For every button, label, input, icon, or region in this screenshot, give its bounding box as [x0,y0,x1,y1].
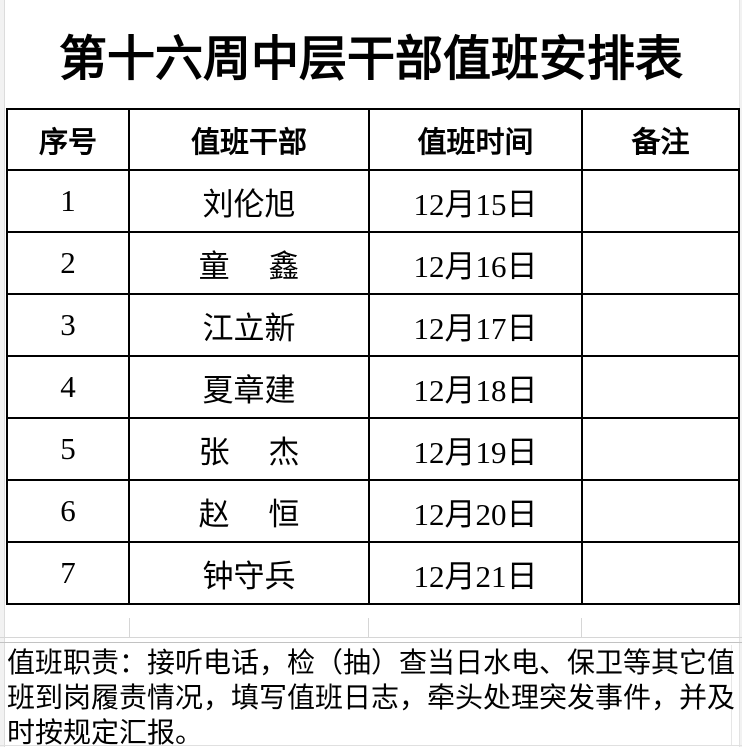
cell-date: 12月21日 [368,541,583,605]
cell-remark [581,479,740,543]
cell-no: 7 [6,541,130,605]
cell-date: 12月20日 [368,479,583,543]
table-row: 6 赵 恒 12月20日 [6,479,740,543]
cell-no: 4 [6,355,130,419]
cell-name: 童 鑫 [128,231,370,295]
cell-remark [581,293,740,357]
cell-remark [581,541,740,605]
table-row: 4 夏章建 12月18日 [6,355,740,419]
table-row: 2 童 鑫 12月16日 [6,231,740,295]
col-header-remark: 备注 [581,108,740,171]
cell-name: 江立新 [128,293,370,357]
cell-date: 12月19日 [368,417,583,481]
col-header-time: 值班时间 [368,108,583,171]
cell-no: 6 [6,479,130,543]
cell-no: 2 [6,231,130,295]
sheet-gridline [0,745,742,746]
table-row: 1 刘伦旭 12月15日 [6,169,740,233]
sheet-gridline [129,618,130,637]
cell-date: 12月18日 [368,355,583,419]
sheet-left-margin [0,0,5,747]
cell-date: 12月15日 [368,169,583,233]
col-header-name: 值班干部 [128,108,370,171]
cell-name: 张 杰 [128,417,370,481]
cell-remark [581,355,740,419]
sheet-gridline [581,618,582,637]
table-row: 7 钟守兵 12月21日 [6,541,740,605]
cell-no: 1 [6,169,130,233]
cell-name: 刘伦旭 [128,169,370,233]
cell-date: 12月16日 [368,231,583,295]
duty-roster-table: 序号 值班干部 值班时间 备注 1 刘伦旭 12月15日 2 童 鑫 12月16… [6,108,740,605]
cell-remark [581,417,740,481]
cell-remark [581,169,740,233]
sheet-gridline [0,637,742,638]
table-header-row: 序号 值班干部 值班时间 备注 [6,108,740,171]
page-title: 第十六周中层干部值班安排表 [58,32,683,86]
cell-no: 3 [6,293,130,357]
cell-name: 夏章建 [128,355,370,419]
table-row: 5 张 杰 12月19日 [6,417,740,481]
cell-no: 5 [6,417,130,481]
sheet-gridline [368,618,369,637]
table-row: 3 江立新 12月17日 [6,293,740,357]
sheet-gridline [731,645,732,745]
col-header-no: 序号 [6,108,130,171]
cell-date: 12月17日 [368,293,583,357]
duty-responsibilities-note: 值班职责：接听电话，检（抽）查当日水电、保卫等其它值班到岗履责情况，填写值班日志… [0,642,742,751]
cell-remark [581,231,740,295]
cell-name: 赵 恒 [128,479,370,543]
cell-name: 钟守兵 [128,541,370,605]
